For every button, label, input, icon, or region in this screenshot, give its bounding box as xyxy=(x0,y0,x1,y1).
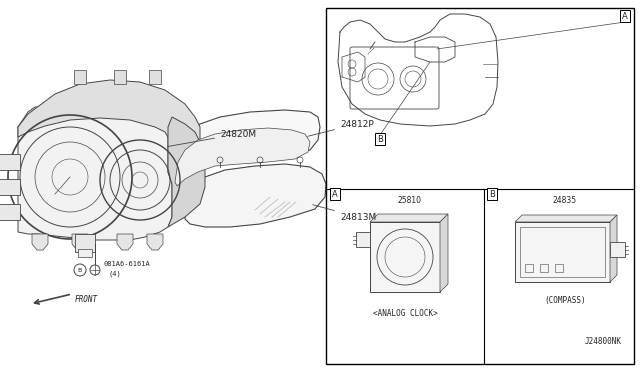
Polygon shape xyxy=(440,214,448,292)
Bar xyxy=(520,227,605,277)
Text: 24813M: 24813M xyxy=(313,205,376,221)
Text: (COMPASS): (COMPASS) xyxy=(544,295,586,305)
Text: 24835: 24835 xyxy=(553,196,577,205)
Text: B: B xyxy=(489,189,495,199)
Text: 24812P: 24812P xyxy=(308,119,374,136)
Polygon shape xyxy=(515,222,610,282)
Polygon shape xyxy=(165,110,320,194)
Text: A: A xyxy=(332,189,338,199)
Text: 081A6-6161A: 081A6-6161A xyxy=(103,261,150,267)
Bar xyxy=(525,264,533,272)
Text: FRONT: FRONT xyxy=(75,295,98,305)
Text: J24800NK: J24800NK xyxy=(585,337,622,346)
Text: A: A xyxy=(622,12,628,20)
Bar xyxy=(74,70,86,84)
Bar xyxy=(149,70,161,84)
Bar xyxy=(0,179,20,195)
Bar xyxy=(0,204,20,220)
Polygon shape xyxy=(175,128,310,186)
Bar xyxy=(555,264,563,272)
Polygon shape xyxy=(370,222,440,292)
Polygon shape xyxy=(610,215,617,282)
Bar xyxy=(78,249,92,257)
Bar xyxy=(0,154,20,170)
Text: (4): (4) xyxy=(108,271,121,277)
Polygon shape xyxy=(32,234,48,250)
Text: B: B xyxy=(78,267,82,273)
Bar xyxy=(114,70,126,84)
Polygon shape xyxy=(168,117,205,227)
Polygon shape xyxy=(370,214,448,222)
Text: B: B xyxy=(377,135,383,144)
Polygon shape xyxy=(72,234,88,250)
Polygon shape xyxy=(185,164,326,227)
Polygon shape xyxy=(18,107,172,240)
Bar xyxy=(75,234,95,252)
Polygon shape xyxy=(515,215,617,222)
Text: <ANALOG CLOCK>: <ANALOG CLOCK> xyxy=(372,310,437,318)
Bar xyxy=(326,8,634,364)
Polygon shape xyxy=(117,234,133,250)
Polygon shape xyxy=(610,242,625,257)
Text: 25810: 25810 xyxy=(398,196,422,205)
Polygon shape xyxy=(18,80,200,154)
Bar xyxy=(540,264,548,272)
Polygon shape xyxy=(356,232,370,247)
Polygon shape xyxy=(147,234,163,250)
Text: 24820M: 24820M xyxy=(168,129,256,147)
